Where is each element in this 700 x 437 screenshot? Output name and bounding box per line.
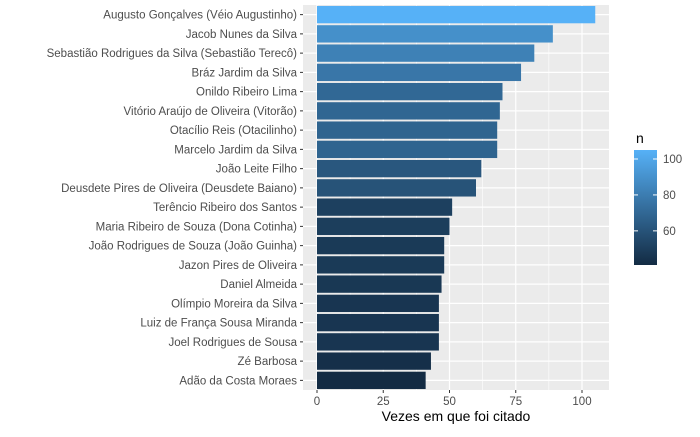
bars-layer	[317, 5, 596, 390]
bar	[317, 217, 450, 236]
y-tick-label: Adão da Costa Moraes	[179, 375, 297, 387]
x-tick-labels: 0 25 50 75 100	[314, 390, 592, 408]
bar	[317, 179, 476, 197]
legend-ticks: 60 80 100	[634, 154, 682, 238]
y-tick-label: Onildo Ribeiro Lima	[196, 87, 298, 99]
y-tick-label: Bráz Jardim da Silva	[192, 67, 298, 79]
y-tick-label: Marcelo Jardim da Silva	[174, 144, 297, 156]
bar	[317, 198, 453, 216]
bar	[317, 82, 503, 101]
plot-panel	[303, 5, 609, 390]
y-tick-label: Joel Rodrigues de Sousa	[169, 337, 298, 349]
x-axis-title: Vezes em que foi citado	[382, 408, 531, 424]
y-tick-label: Augusto Gonçalves (Véio Augustinho)	[103, 10, 297, 22]
y-tick-label: Vitório Araújo de Oliveira (Vitorão)	[124, 106, 298, 118]
y-tick-label: Otacílio Reis (Otacilinho)	[170, 125, 297, 137]
x-tick-label: 75	[509, 396, 522, 408]
y-tick-label: Maria Ribeiro de Souza (Dona Cotinha)	[96, 221, 298, 233]
bar	[317, 275, 442, 293]
bar	[317, 294, 439, 313]
y-tick-label: Olímpio Moreira da Silva	[171, 298, 298, 310]
legend-colorbar	[634, 150, 657, 265]
legend-tick-label: 60	[663, 226, 676, 238]
legend-title: n	[636, 130, 644, 146]
y-tick-label: João Leite Filho	[216, 164, 297, 176]
y-tick-labels: Augusto Gonçalves (Véio Augustinho) Jacob…	[47, 10, 303, 387]
bar	[317, 313, 439, 332]
bar	[317, 63, 522, 82]
bar	[317, 236, 445, 255]
legend-tick-label: 100	[663, 154, 682, 166]
bar	[317, 5, 596, 24]
bar	[317, 256, 445, 274]
x-tick-label: 100	[572, 396, 591, 408]
bar	[317, 140, 498, 159]
bar	[317, 102, 500, 120]
bar	[317, 371, 426, 390]
bar	[317, 121, 498, 139]
bar	[317, 159, 482, 178]
y-tick-label: João Rodrigues de Souza (João Guinha)	[89, 241, 298, 253]
x-tick-label: 0	[314, 396, 320, 408]
bar	[317, 333, 439, 351]
y-tick-label: Daniel Almeida	[220, 279, 297, 291]
y-tick-label: Sebastião Rodrigues da Silva (Sebastião …	[47, 48, 298, 60]
bar	[317, 352, 431, 370]
x-tick-label: 50	[443, 396, 456, 408]
bar	[317, 25, 553, 43]
x-tick-label: 25	[377, 396, 390, 408]
legend: n 60 80 100	[634, 130, 682, 265]
y-tick-label: Deusdete Pires de Oliveira (Deusdete Bai…	[61, 183, 297, 195]
y-tick-label: Jacob Nunes da Silva	[186, 29, 298, 41]
legend-tick-label: 80	[663, 190, 676, 202]
y-tick-label: Luiz de França Sousa Miranda	[140, 318, 297, 330]
bar	[317, 44, 535, 62]
y-tick-label: Zé Barbosa	[238, 356, 298, 368]
y-tick-label: Jazon Pires de Oliveira	[179, 260, 298, 272]
y-tick-label: Terêncio Ribeiro dos Santos	[153, 202, 297, 214]
